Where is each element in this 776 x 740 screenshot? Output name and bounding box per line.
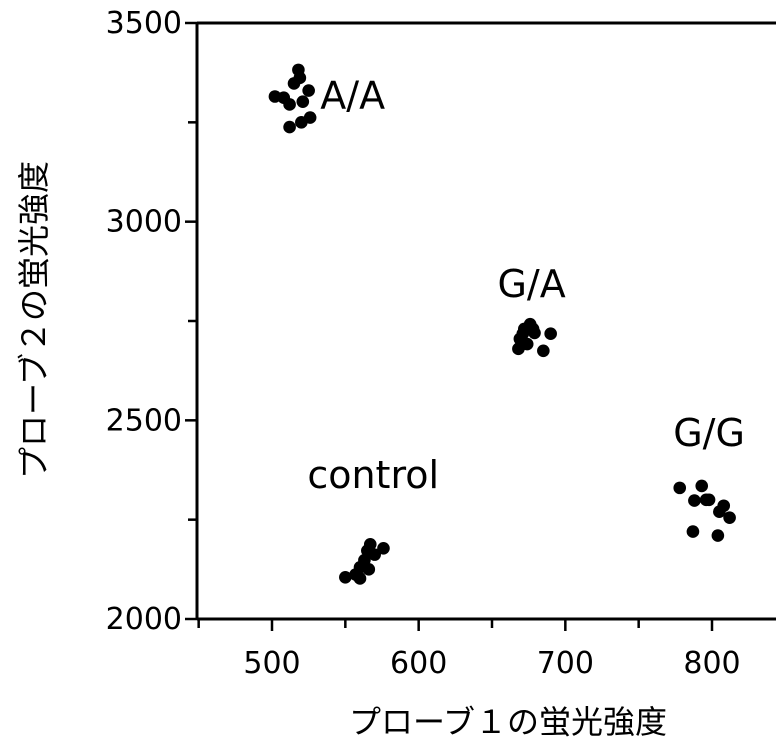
point-g-a [515,338,528,352]
point-g-a [537,344,550,358]
point-control [339,570,352,584]
point-a-a [296,95,310,108]
label-control: control [307,453,439,497]
point-g-a [528,326,541,340]
point-g-a [544,327,557,341]
point-g-g [711,529,725,542]
label-g-a: G/A [497,262,565,306]
y-tick-label: 2000 [106,602,182,637]
point-g-g [688,494,701,507]
point-g-g [713,505,726,519]
point-a-a [293,71,307,85]
point-control [368,548,381,561]
point-a-a [283,98,296,111]
point-g-g [686,525,700,538]
label-a-a: A/A [320,73,385,117]
point-g-g [673,481,687,495]
point-control [353,572,367,585]
y-tick-label: 3000 [106,205,182,240]
point-a-a [302,84,315,97]
x-tick-label: 700 [537,646,594,681]
cluster-labels: A/A G/A G/G control [307,73,745,496]
x-axis-ticks: 500 600 700 800 [197,619,741,681]
data-points [268,63,736,585]
y-tick-label: 3500 [106,6,182,41]
y-tick-label: 2500 [106,403,182,438]
y-axis-title: プローブ２の蛍光強度 [15,161,53,479]
point-g-g [723,511,736,524]
x-tick-label: 800 [683,646,740,681]
point-control [377,541,390,555]
y-axis-ticks: 2000 2500 3000 3500 [106,6,197,637]
x-tick-label: 500 [243,646,300,681]
point-a-a [283,120,296,134]
point-control [362,563,376,576]
label-g-g: G/G [673,411,745,455]
x-tick-label: 600 [390,646,447,681]
point-g-g [702,493,716,507]
point-g-g [695,479,709,493]
point-control [363,538,377,551]
x-axis-title: プローブ１の蛍光強度 [349,703,667,740]
point-a-a [303,111,317,124]
